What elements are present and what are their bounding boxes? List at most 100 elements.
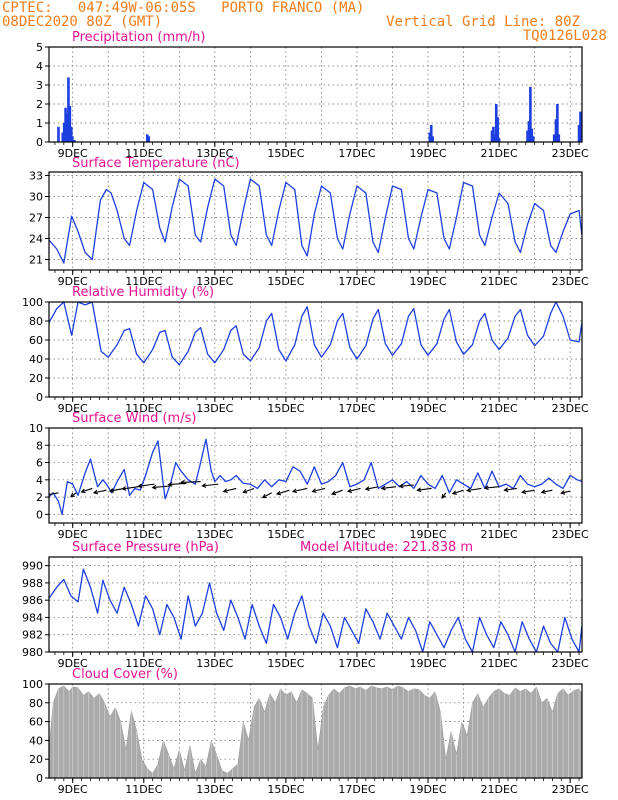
x-tick-label: 19DEC: [409, 783, 446, 796]
wind-arrow-head: [201, 483, 207, 488]
x-tick-label: 11DEC: [125, 783, 162, 796]
plot-area: [49, 685, 582, 778]
series-line: [49, 302, 582, 366]
panel-1: 0 1 2 3 4 5 9DEC 11DEC 13DEC 15DEC 17DEC 19DEC 21DEC…: [36, 30, 589, 160]
x-tick-label: 15DEC: [267, 657, 304, 670]
y-tick-label: 4: [36, 60, 43, 73]
x-tick-label: 17DEC: [338, 528, 375, 541]
wind-arrow-head: [346, 488, 353, 494]
wind-arrow: [81, 487, 93, 493]
y-tick-label: 40: [29, 734, 43, 747]
series-line: [49, 178, 582, 264]
x-tick-label: 9DEC: [58, 528, 88, 541]
panel-3: 0 20 40 60 80 100 9DEC 11DEC 13DEC 15DEC 17DEC 19DE…: [22, 285, 589, 415]
precip-bar: [556, 104, 559, 142]
header-date-line: 08DEC2020 80Z (GMT): [2, 14, 163, 30]
panel-frame: [48, 427, 583, 524]
x-tick-label: 11DEC: [125, 657, 162, 670]
x-tick-label: 9DEC: [58, 783, 88, 796]
x-tick-label: 17DEC: [338, 783, 375, 796]
y-tick-label: 20: [29, 372, 43, 385]
wind-arrow-head: [261, 493, 267, 499]
x-tick-label: 23DEC: [552, 657, 589, 670]
precip-bar: [496, 117, 499, 142]
panel-frame: [48, 683, 583, 779]
header-code: TQ0126L028: [522, 28, 607, 44]
wind-arrow-head: [92, 489, 99, 495]
wind-arrow-head: [398, 483, 404, 489]
x-tick-label: 15DEC: [267, 783, 304, 796]
precip-bar: [67, 77, 70, 142]
y-tick-label: 0: [36, 391, 43, 404]
y-tick-label: 980: [22, 646, 43, 659]
wind-arrow: [522, 489, 535, 493]
wind-arrow-head: [416, 487, 422, 493]
y-tick-label: 982: [22, 629, 43, 642]
plot-area: [57, 77, 582, 142]
y-tick-label: 21: [29, 254, 43, 267]
panel-5: 980 982 984 986 988 990 9DEC 11DEC 13DEC 15DEC 17D…: [22, 540, 589, 670]
precip-bar: [529, 86, 532, 142]
wind-arrow-head: [222, 488, 228, 494]
x-tick-label: 19DEC: [409, 657, 446, 670]
y-tick-label: 80: [29, 697, 43, 710]
y-tick-label: 8: [36, 439, 43, 452]
precip-bar: [428, 132, 432, 142]
x-tick-label: 19DEC: [409, 402, 446, 415]
panel-frame: [48, 301, 583, 398]
precip-bar: [552, 134, 556, 142]
y-tick-label: 60: [29, 716, 43, 729]
panel-title: Relative Humidity (%): [72, 285, 214, 300]
panel-title: Surface Wind (m/s): [72, 411, 196, 426]
series-line: [49, 438, 582, 516]
x-tick-label: 13DEC: [196, 657, 233, 670]
wind-arrow: [484, 486, 500, 489]
x-tick-label: 21DEC: [481, 402, 518, 415]
y-tick-label: 40: [29, 353, 43, 366]
precip-bar: [68, 105, 72, 142]
x-tick-label: 15DEC: [267, 402, 304, 415]
wind-arrow: [381, 486, 397, 490]
wind-arrow: [223, 487, 237, 493]
wind-arrow-head: [179, 479, 185, 485]
wind-arrow-head: [80, 488, 86, 494]
header-grid-note: Vertical Grid Line: 80Z: [386, 14, 580, 30]
wind-arrow-head: [465, 487, 472, 493]
wind-arrow-head: [540, 489, 546, 495]
wind-arrow-head: [167, 481, 173, 487]
precip-bar: [530, 128, 534, 142]
y-tick-label: 100: [22, 296, 43, 309]
wind-arrow-head: [441, 493, 447, 499]
x-tick-label: 11DEC: [125, 528, 162, 541]
wind-arrow: [541, 489, 553, 493]
y-tick-label: 990: [22, 560, 43, 573]
plot-area: [49, 178, 582, 264]
x-tick-label: 17DEC: [338, 402, 375, 415]
wind-arrow: [452, 489, 464, 495]
precip-bar: [527, 121, 531, 142]
wind-arrow-head: [364, 486, 370, 492]
wind-arrow: [312, 487, 326, 493]
wind-arrow: [262, 492, 272, 499]
wind-arrow-head: [275, 490, 282, 496]
precip-bar: [147, 136, 151, 142]
wind-arrow-head: [69, 492, 75, 498]
y-tick-label: 1: [36, 117, 43, 130]
y-tick-label: 986: [22, 594, 43, 607]
precip-bar: [57, 126, 60, 142]
y-tick-label: 4: [36, 474, 43, 487]
precip-bar: [62, 123, 66, 142]
y-tick-label: 20: [29, 753, 43, 766]
x-tick-label: 17DEC: [338, 657, 375, 670]
precip-bar: [490, 130, 494, 142]
x-tick-label: 23DEC: [552, 275, 589, 288]
wind-arrow: [504, 487, 517, 491]
x-tick-label: 9DEC: [58, 402, 88, 415]
wind-arrow-head: [331, 490, 337, 496]
x-tick-label: 23DEC: [552, 528, 589, 541]
plot-area: [49, 438, 582, 516]
x-tick-label: 9DEC: [58, 147, 88, 160]
x-tick-label: 15DEC: [267, 528, 304, 541]
x-tick-label: 23DEC: [552, 147, 589, 160]
